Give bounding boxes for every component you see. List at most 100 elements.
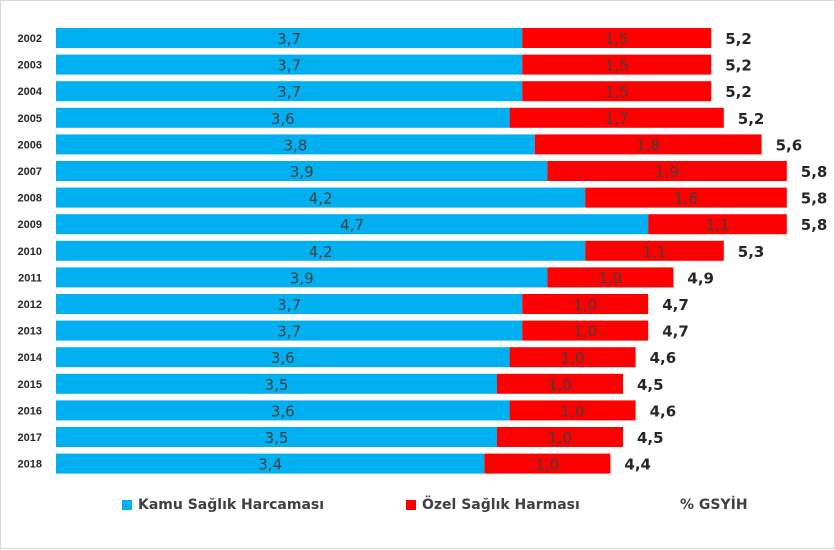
bar-kamu-2002 <box>56 28 523 48</box>
bar-ozel-2002 <box>522 28 712 48</box>
legend-item-kamu: Kamu Sağlık Harcaması <box>122 497 324 513</box>
value-label-ozel-2013: 1,0 <box>573 323 597 341</box>
total-label-2012: 4,7 <box>662 296 689 314</box>
value-label-kamu-2008: 4,2 <box>309 190 333 208</box>
year-label-2011: 2011 <box>18 272 42 284</box>
total-label-2016: 4,6 <box>650 402 677 420</box>
bar-kamu-2012 <box>56 294 523 314</box>
bar-kamu-2016 <box>56 400 510 421</box>
value-label-ozel-2002: 1,5 <box>605 30 629 48</box>
value-label-ozel-2004: 1,5 <box>605 83 629 101</box>
value-label-ozel-2016: 1,0 <box>561 402 585 420</box>
bar-ozel-2008 <box>585 187 787 208</box>
total-label-2004: 5,2 <box>725 83 752 101</box>
bar-ozel-2016 <box>509 400 636 421</box>
bar-ozel-2004 <box>522 81 712 102</box>
value-label-ozel-2003: 1,5 <box>605 57 629 75</box>
year-label-2005: 2005 <box>18 113 42 125</box>
bar-kamu-2006 <box>56 134 535 155</box>
bar-ozel-2014 <box>509 347 636 368</box>
value-label-kamu-2012: 3,7 <box>277 296 301 314</box>
total-label-2018: 4,4 <box>624 456 651 474</box>
value-label-kamu-2016: 3,6 <box>271 402 295 420</box>
value-label-kamu-2003: 3,7 <box>277 57 301 75</box>
value-label-kamu-2007: 3,9 <box>290 163 314 181</box>
year-label-2009: 2009 <box>18 219 42 231</box>
year-label-2006: 2006 <box>18 139 42 151</box>
legend-swatch-kamu <box>122 500 132 510</box>
year-label-2014: 2014 <box>18 352 43 364</box>
value-label-ozel-2006: 1,8 <box>636 136 660 154</box>
value-label-kamu-2009: 4,7 <box>340 216 364 234</box>
value-label-kamu-2014: 3,6 <box>271 349 295 367</box>
value-label-kamu-2010: 4,2 <box>309 243 333 261</box>
value-label-kamu-2006: 3,8 <box>283 136 307 154</box>
value-label-ozel-2010: 1,1 <box>643 243 667 261</box>
value-label-kamu-2002: 3,7 <box>277 30 301 48</box>
bar-kamu-2007 <box>56 161 548 181</box>
legend-item-total: % GSYİH <box>680 497 748 513</box>
year-label-2002: 2002 <box>18 33 42 45</box>
bar-ozel-2005 <box>509 107 724 128</box>
value-label-ozel-2017: 1,0 <box>548 429 572 447</box>
bar-kamu-2014 <box>56 347 510 368</box>
year-label-2013: 2013 <box>18 326 42 338</box>
value-label-kamu-2017: 3,5 <box>265 429 289 447</box>
legend-label-kamu: Kamu Sağlık Harcaması <box>138 497 325 513</box>
year-label-2015: 2015 <box>18 379 42 391</box>
value-label-kamu-2011: 3,9 <box>290 269 314 287</box>
total-label-2006: 5,6 <box>776 136 803 154</box>
year-label-2010: 2010 <box>18 246 42 258</box>
year-label-2007: 2007 <box>18 166 42 178</box>
total-label-2007: 5,8 <box>801 163 828 181</box>
legend-label-ozel: Özel Sağlık Harması <box>422 497 580 513</box>
bar-kamu-2005 <box>56 107 510 128</box>
bar-ozel-2010 <box>585 240 724 261</box>
year-label-2016: 2016 <box>18 405 42 417</box>
value-label-ozel-2018: 1,0 <box>535 456 559 474</box>
total-label-2015: 4,5 <box>637 376 664 394</box>
value-label-ozel-2012: 1,0 <box>573 296 597 314</box>
year-label-2003: 2003 <box>18 60 42 72</box>
value-label-ozel-2014: 1,0 <box>561 349 585 367</box>
value-label-kamu-2015: 3,5 <box>265 376 289 394</box>
bar-ozel-2007 <box>547 161 787 181</box>
total-label-2011: 4,9 <box>687 269 714 287</box>
bar-kamu-2013 <box>56 320 523 341</box>
total-label-2010: 5,3 <box>738 243 765 261</box>
legend-label-total: % GSYİH <box>680 497 748 513</box>
legend-swatch-ozel <box>406 500 416 510</box>
bar-ozel-2017 <box>497 427 623 447</box>
year-label-2004: 2004 <box>18 86 43 98</box>
bar-kamu-2008 <box>56 187 586 208</box>
value-label-ozel-2005: 1,7 <box>605 110 629 128</box>
total-label-2017: 4,5 <box>637 429 664 447</box>
total-label-2003: 5,2 <box>725 57 752 75</box>
bar-ozel-2018 <box>484 453 611 474</box>
bar-ozel-2013 <box>522 320 649 341</box>
total-label-2008: 5,8 <box>801 190 828 208</box>
value-label-kamu-2005: 3,6 <box>271 110 295 128</box>
year-label-2017: 2017 <box>18 432 42 444</box>
bar-ozel-2015 <box>497 373 623 394</box>
total-label-2002: 5,2 <box>725 30 752 48</box>
year-label-2008: 2008 <box>18 193 42 205</box>
value-label-kamu-2018: 3,4 <box>258 456 282 474</box>
bar-kamu-2010 <box>56 240 586 261</box>
bar-ozel-2011 <box>547 267 674 288</box>
value-label-kamu-2004: 3,7 <box>277 83 301 101</box>
bar-kamu-2018 <box>56 453 485 474</box>
total-label-2005: 5,2 <box>738 110 765 128</box>
year-label-2018: 2018 <box>18 459 42 471</box>
bar-kamu-2015 <box>56 373 497 394</box>
bar-kamu-2017 <box>56 427 497 447</box>
year-label-2012: 2012 <box>18 299 42 311</box>
bar-ozel-2009 <box>648 214 787 235</box>
value-label-ozel-2015: 1,0 <box>548 376 572 394</box>
bar-ozel-2006 <box>534 134 762 155</box>
value-label-ozel-2007: 1,9 <box>655 163 679 181</box>
value-label-ozel-2011: 1,0 <box>598 269 622 287</box>
bar-ozel-2003 <box>522 54 712 75</box>
chart-legend: Kamu Sağlık Harcaması Özel Sağlık Harmas… <box>1 497 835 521</box>
